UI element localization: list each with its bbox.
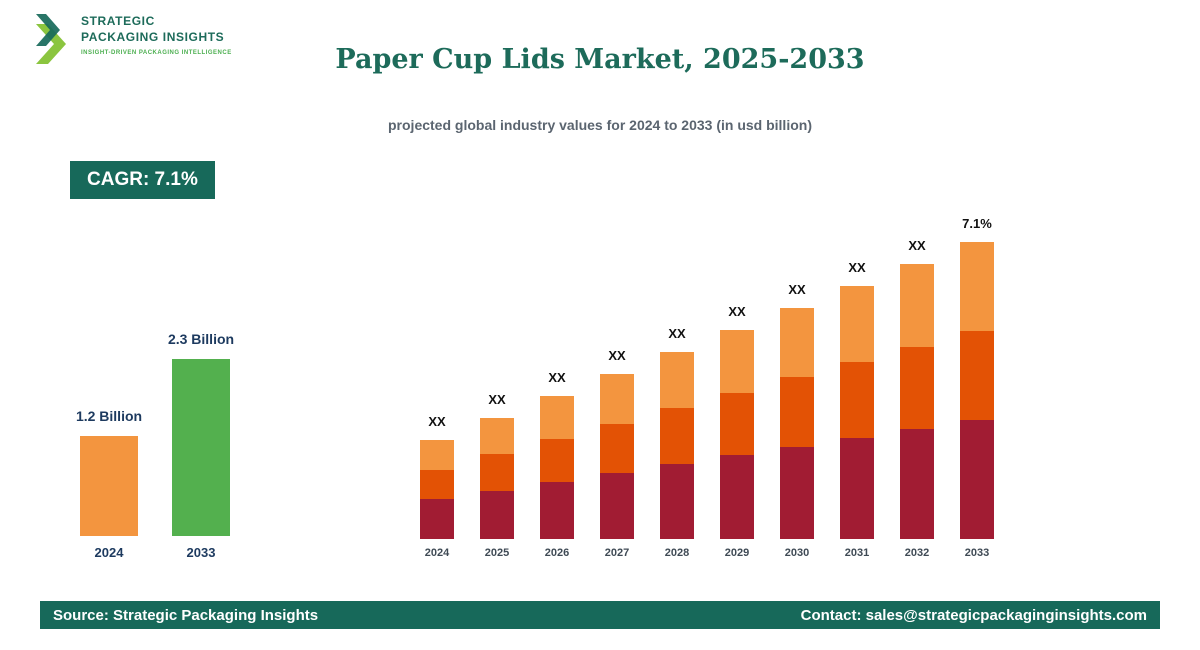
bar-year-label: 2028 xyxy=(664,547,690,559)
bottom-segment xyxy=(540,481,574,539)
stacked-bar-2029: XX 2029 xyxy=(720,304,754,559)
logo-line1: STRATEGIC xyxy=(81,14,155,28)
summary-bar-2033: 2.3 Billion 2033 xyxy=(168,331,234,560)
middle-segment xyxy=(780,377,814,447)
stacked-bar-chart: XX 2024 XX 2025 XX 2026 XX 2027 XX 2028 XX 2029 XX 20… xyxy=(420,215,994,559)
top-segment xyxy=(480,418,514,455)
bar-stack xyxy=(660,352,694,539)
logo: STRATEGIC PACKAGING INSIGHTS INSIGHT-DRI… xyxy=(34,14,232,64)
logo-chevron-icon xyxy=(36,14,66,64)
top-segment xyxy=(420,440,454,470)
bar-value-label: XX xyxy=(608,348,626,363)
stacked-bar-2026: XX 2026 xyxy=(540,370,574,559)
footer-contact: Contact: sales@strategicpackaginginsight… xyxy=(800,606,1147,624)
stacked-bar-2028: XX 2028 xyxy=(660,326,694,559)
bar-year-label: 2031 xyxy=(844,547,870,559)
bar-year-label: 2025 xyxy=(484,547,510,559)
bar-stack xyxy=(960,242,994,539)
bar-year-label: 2032 xyxy=(904,547,930,559)
bottom-segment xyxy=(780,446,814,539)
bar-value-label: XX xyxy=(728,304,746,319)
middle-segment xyxy=(960,331,994,421)
footer-source: Source: Strategic Packaging Insights xyxy=(53,606,319,624)
middle-segment xyxy=(480,454,514,491)
middle-segment xyxy=(600,423,634,473)
bar-stack xyxy=(900,264,934,539)
bar-value-label: 7.1% xyxy=(962,216,992,231)
bar-value-label: XX xyxy=(428,414,446,429)
footer-bar: Source: Strategic Packaging Insights Con… xyxy=(40,601,1160,629)
top-segment xyxy=(900,264,934,347)
bar-stack xyxy=(780,308,814,539)
summary-value-label: 1.2 Billion xyxy=(75,408,143,424)
bar-value-label: XX xyxy=(668,326,686,341)
bottom-segment xyxy=(480,490,514,539)
summary-year-label: 2033 xyxy=(186,545,216,560)
bottom-segment xyxy=(960,420,994,539)
summary-year-label: 2024 xyxy=(94,545,124,560)
bottom-segment xyxy=(660,464,694,539)
stacked-bar-2025: XX 2025 xyxy=(480,392,514,559)
bar-value-label: XX xyxy=(788,282,806,297)
top-segment xyxy=(600,374,634,424)
bar-stack xyxy=(840,286,874,539)
bar-year-label: 2030 xyxy=(784,547,810,559)
bottom-segment xyxy=(720,455,754,539)
middle-segment xyxy=(900,346,934,429)
bar-stack xyxy=(420,440,454,539)
bottom-segment xyxy=(900,429,934,539)
stacked-bar-2030: XX 2030 xyxy=(780,282,814,559)
top-segment xyxy=(840,286,874,362)
middle-segment xyxy=(720,392,754,456)
cagr-badge: CAGR: 7.1% xyxy=(70,161,215,199)
bar-value-label: XX xyxy=(848,260,866,275)
bottom-segment xyxy=(600,473,634,539)
summary-bar-2024: 1.2 Billion 2024 xyxy=(76,408,142,560)
middle-segment xyxy=(840,361,874,438)
bar-value-label: XX xyxy=(488,392,506,407)
bar-year-label: 2026 xyxy=(544,547,570,559)
bottom-segment xyxy=(420,499,454,539)
logo-line2: PACKAGING INSIGHTS xyxy=(81,29,225,44)
bar-stack xyxy=(720,330,754,539)
top-segment xyxy=(660,352,694,409)
logo-tagline: INSIGHT-DRIVEN PACKAGING INTELLIGENCE xyxy=(81,50,232,57)
stacked-bar-2031: XX 2031 xyxy=(840,260,874,559)
top-segment xyxy=(960,242,994,332)
page-title: Paper Cup Lids Market, 2025-2033 xyxy=(335,44,865,75)
summary-bar xyxy=(172,359,230,536)
bar-value-label: XX xyxy=(548,370,566,385)
stacked-bar-2024: XX 2024 xyxy=(420,414,454,559)
top-segment xyxy=(540,396,574,439)
summary-bar xyxy=(80,436,138,536)
stacked-bar-2027: XX 2027 xyxy=(600,348,634,559)
stacked-bar-2033: 7.1% 2033 xyxy=(960,216,994,559)
bar-stack xyxy=(480,418,514,539)
bar-value-label: XX xyxy=(908,238,926,253)
summary-chart: 1.2 Billion 2024 2.3 Billion 2033 xyxy=(76,330,234,560)
bar-year-label: 2029 xyxy=(724,547,750,559)
bottom-segment xyxy=(840,437,874,539)
summary-value-label: 2.3 Billion xyxy=(167,331,235,347)
page-subtitle: projected global industry values for 202… xyxy=(388,117,812,133)
stacked-bar-2032: XX 2032 xyxy=(900,238,934,559)
bar-year-label: 2027 xyxy=(604,547,630,559)
top-segment xyxy=(720,330,754,393)
top-segment xyxy=(780,308,814,378)
middle-segment xyxy=(540,438,574,482)
middle-segment xyxy=(660,408,694,465)
bar-year-label: 2024 xyxy=(424,547,450,559)
bar-stack xyxy=(540,396,574,539)
middle-segment xyxy=(420,469,454,500)
bar-year-label: 2033 xyxy=(964,547,990,559)
logo-text: STRATEGIC PACKAGING INSIGHTS INSIGHT-DRI… xyxy=(81,14,232,56)
bar-stack xyxy=(600,374,634,539)
